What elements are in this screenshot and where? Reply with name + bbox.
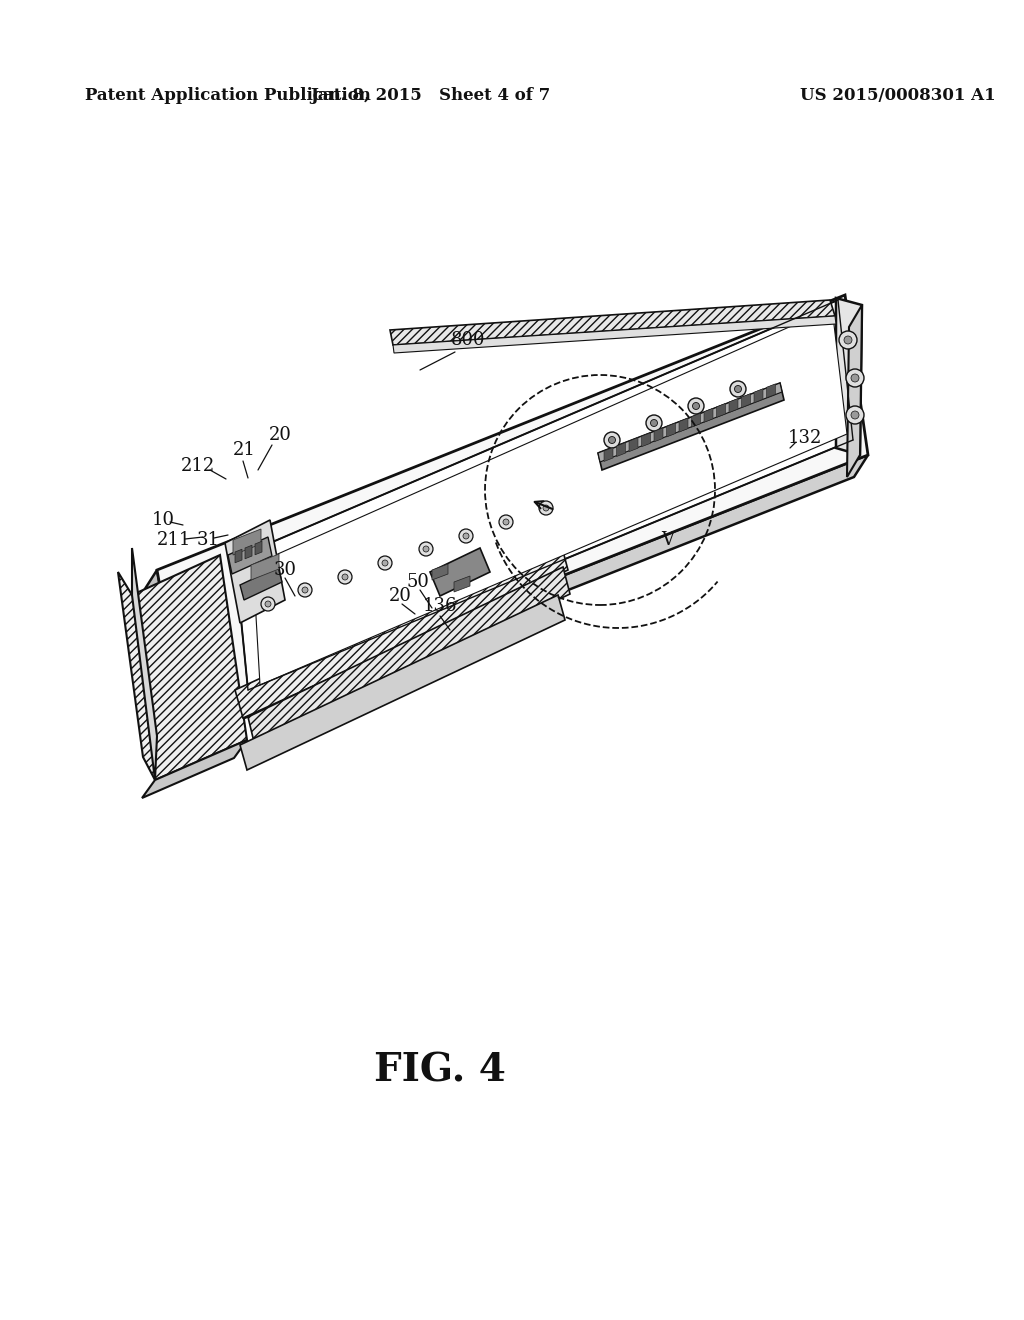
Text: Jan. 8, 2015   Sheet 4 of 7: Jan. 8, 2015 Sheet 4 of 7 — [310, 87, 550, 103]
Circle shape — [839, 331, 857, 348]
Text: V: V — [662, 531, 675, 549]
Circle shape — [342, 574, 348, 579]
Text: US 2015/0008301 A1: US 2015/0008301 A1 — [800, 87, 995, 103]
Polygon shape — [767, 384, 775, 397]
Polygon shape — [255, 541, 262, 554]
Circle shape — [650, 420, 657, 426]
Polygon shape — [454, 576, 470, 591]
Circle shape — [539, 502, 553, 515]
Polygon shape — [691, 413, 700, 428]
Text: 30: 30 — [273, 561, 297, 579]
Circle shape — [646, 414, 662, 432]
Polygon shape — [679, 418, 688, 432]
Text: 211: 211 — [157, 531, 191, 549]
Polygon shape — [248, 568, 570, 742]
Text: 31: 31 — [197, 531, 219, 549]
Circle shape — [844, 337, 852, 345]
Polygon shape — [430, 548, 490, 597]
Polygon shape — [234, 549, 242, 562]
Circle shape — [846, 407, 864, 424]
Polygon shape — [251, 554, 279, 579]
Polygon shape — [667, 422, 676, 437]
Polygon shape — [143, 570, 185, 747]
Polygon shape — [118, 554, 247, 780]
Polygon shape — [717, 404, 725, 417]
Polygon shape — [847, 305, 862, 477]
Polygon shape — [171, 455, 868, 747]
Circle shape — [261, 597, 275, 611]
Polygon shape — [836, 298, 862, 455]
Polygon shape — [432, 564, 449, 579]
Polygon shape — [598, 383, 782, 462]
Circle shape — [851, 374, 859, 381]
Text: 50: 50 — [407, 573, 429, 591]
Polygon shape — [228, 537, 272, 574]
Text: 20: 20 — [388, 587, 412, 605]
Polygon shape — [729, 399, 738, 412]
Circle shape — [499, 515, 513, 529]
Circle shape — [846, 370, 864, 387]
Circle shape — [302, 587, 308, 593]
Text: 21: 21 — [232, 441, 255, 459]
Circle shape — [338, 570, 352, 583]
Circle shape — [298, 583, 312, 597]
Polygon shape — [234, 300, 853, 690]
Polygon shape — [240, 595, 565, 770]
Polygon shape — [390, 300, 835, 345]
Polygon shape — [157, 294, 868, 725]
Circle shape — [423, 546, 429, 552]
Circle shape — [378, 556, 392, 570]
Text: 212: 212 — [181, 457, 215, 475]
Circle shape — [503, 519, 509, 525]
Polygon shape — [240, 568, 282, 601]
Polygon shape — [705, 408, 713, 422]
Text: Patent Application Publication: Patent Application Publication — [85, 87, 371, 103]
Circle shape — [459, 529, 473, 543]
Circle shape — [608, 437, 615, 444]
Circle shape — [734, 385, 741, 392]
Polygon shape — [604, 447, 613, 462]
Text: 136: 136 — [423, 597, 458, 615]
Polygon shape — [253, 308, 847, 685]
Circle shape — [604, 432, 620, 447]
Text: 132: 132 — [787, 429, 822, 447]
Text: 20: 20 — [268, 426, 292, 444]
Polygon shape — [142, 741, 247, 799]
Polygon shape — [245, 545, 252, 558]
Circle shape — [730, 381, 746, 397]
Polygon shape — [598, 383, 784, 470]
Circle shape — [692, 403, 699, 409]
Text: 800: 800 — [451, 331, 485, 348]
Polygon shape — [754, 388, 763, 403]
Polygon shape — [393, 315, 836, 352]
Polygon shape — [629, 438, 638, 451]
Circle shape — [419, 543, 433, 556]
Circle shape — [688, 399, 705, 414]
Polygon shape — [741, 393, 751, 408]
Polygon shape — [641, 433, 650, 446]
Polygon shape — [132, 548, 157, 780]
Text: FIG. 4: FIG. 4 — [374, 1051, 506, 1089]
Circle shape — [851, 411, 859, 418]
Circle shape — [463, 533, 469, 539]
Polygon shape — [225, 520, 285, 623]
Polygon shape — [654, 428, 663, 442]
Polygon shape — [233, 529, 261, 554]
Polygon shape — [234, 540, 568, 718]
Circle shape — [543, 506, 549, 511]
Text: 10: 10 — [152, 511, 174, 529]
Polygon shape — [616, 442, 626, 457]
Circle shape — [265, 601, 271, 607]
Circle shape — [382, 560, 388, 566]
